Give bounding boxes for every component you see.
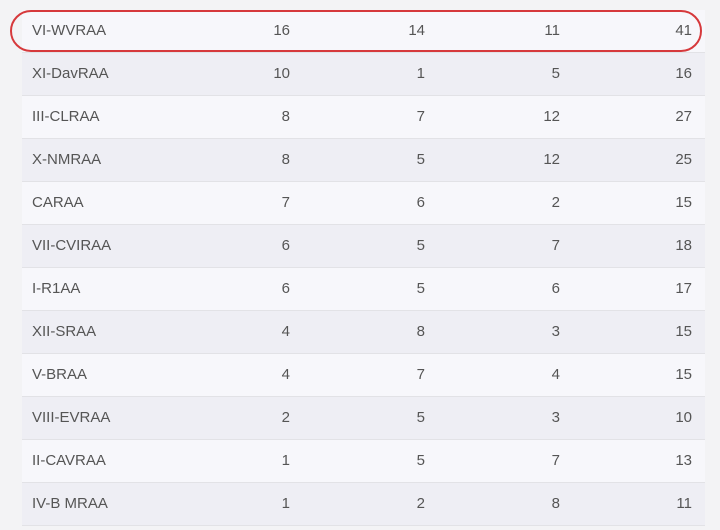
cell-value: 27 [675, 108, 692, 125]
row-label: V-BRAA [32, 366, 88, 383]
table-row[interactable]: V-BRAA 4 7 4 15 [22, 354, 705, 397]
cell-value: 41 [675, 22, 692, 39]
cell-value: 8 [281, 151, 290, 168]
row-label: III-CLRAA [32, 108, 100, 125]
cell-value: 7 [551, 237, 560, 254]
cell-value: 2 [281, 409, 290, 426]
cell-value: 13 [675, 452, 692, 469]
cell-value: 7 [416, 366, 425, 383]
cell-value: 5 [416, 280, 425, 297]
table-row[interactable]: X-NMRAA 8 5 12 25 [22, 139, 705, 182]
cell-value: 7 [281, 194, 290, 211]
cell-value: 25 [675, 151, 692, 168]
cell-value: 18 [675, 237, 692, 254]
cell-value: 12 [543, 108, 560, 125]
cell-value: 5 [416, 452, 425, 469]
cell-value: 15 [675, 366, 692, 383]
cell-value: 8 [551, 495, 560, 512]
cell-value: 8 [416, 323, 425, 340]
cell-value: 3 [551, 323, 560, 340]
table-row[interactable]: II-CAVRAA 1 5 7 13 [22, 440, 705, 483]
cell-value: 4 [281, 323, 290, 340]
cell-value: 16 [273, 22, 290, 39]
table-row[interactable]: VI-WVRAA 16 14 11 41 [22, 10, 705, 53]
data-table: VI-WVRAA 16 14 11 41 XI-DavRAA 10 1 5 16 III-CLRAA… [22, 10, 705, 526]
cell-value: 6 [281, 237, 290, 254]
cell-value: 1 [416, 65, 425, 82]
table-row[interactable]: VIII-EVRAA 2 5 3 10 [22, 397, 705, 440]
cell-value: 11 [676, 495, 692, 512]
cell-value: 2 [551, 194, 560, 211]
row-label: IV-B MRAA [32, 495, 108, 512]
cell-value: 12 [543, 151, 560, 168]
row-label: X-NMRAA [32, 151, 102, 168]
cell-value: 6 [281, 280, 290, 297]
row-label: CARAA [32, 194, 84, 211]
cell-value: 1 [281, 495, 290, 512]
cell-value: 5 [416, 237, 425, 254]
row-label: II-CAVRAA [32, 452, 106, 469]
table-row[interactable]: I-R1AA 6 5 6 17 [22, 268, 705, 311]
cell-value: 4 [551, 366, 560, 383]
row-label: XI-DavRAA [32, 65, 109, 82]
table-row[interactable]: VII-CVIRAA 6 5 7 18 [22, 225, 705, 268]
row-label: VIII-EVRAA [32, 409, 111, 426]
cell-value: 1 [281, 452, 290, 469]
cell-value: 11 [544, 22, 560, 39]
table-row[interactable]: III-CLRAA 8 7 12 27 [22, 96, 705, 139]
cell-value: 16 [675, 65, 692, 82]
cell-value: 2 [416, 495, 425, 512]
row-label: XII-SRAA [32, 323, 97, 340]
cell-value: 5 [551, 65, 560, 82]
row-label: VI-WVRAA [32, 22, 107, 39]
cell-value: 7 [416, 108, 425, 125]
cell-value: 5 [416, 409, 425, 426]
cell-value: 15 [675, 323, 692, 340]
table-row[interactable]: XI-DavRAA 10 1 5 16 [22, 53, 705, 96]
cell-value: 6 [551, 280, 560, 297]
cell-value: 6 [416, 194, 425, 211]
cell-value: 15 [675, 194, 692, 211]
table-row[interactable]: XII-SRAA 4 8 3 15 [22, 311, 705, 354]
cell-value: 17 [675, 280, 692, 297]
cell-value: 7 [551, 452, 560, 469]
cell-value: 10 [273, 65, 290, 82]
cell-value: 3 [551, 409, 560, 426]
cell-value: 4 [281, 366, 290, 383]
table-row[interactable]: CARAA 7 6 2 15 [22, 182, 705, 225]
cell-value: 8 [281, 108, 290, 125]
row-label: I-R1AA [32, 280, 81, 297]
cell-value: 5 [416, 151, 425, 168]
table-row[interactable]: IV-B MRAA 1 2 8 11 [22, 483, 705, 526]
cell-value: 14 [408, 22, 425, 39]
row-label: VII-CVIRAA [32, 237, 112, 254]
cell-value: 10 [675, 409, 692, 426]
